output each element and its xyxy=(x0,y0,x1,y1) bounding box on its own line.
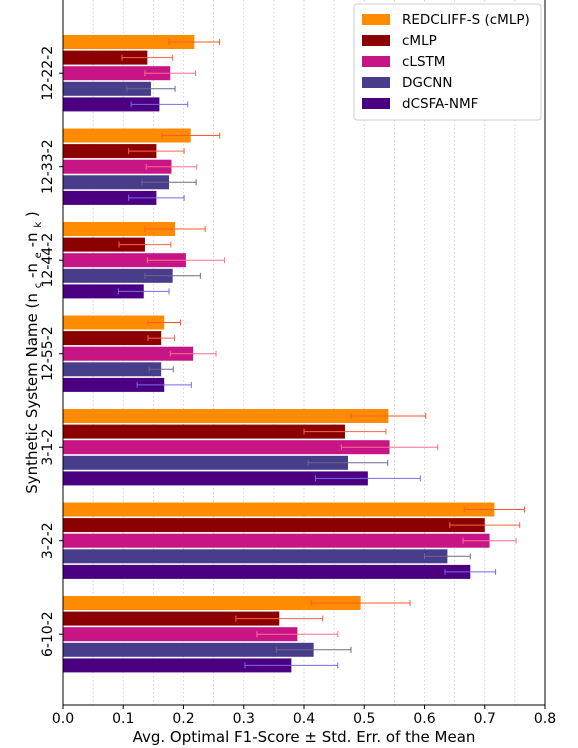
bar xyxy=(63,284,144,299)
x-tick-label: 0.8 xyxy=(534,711,556,727)
y-tick-label: 12-44-2 xyxy=(40,233,56,288)
y-tick-label: 3-2-2 xyxy=(40,522,56,559)
bar xyxy=(63,35,195,49)
x-tick-label: 0.1 xyxy=(112,711,134,727)
bar xyxy=(63,627,298,642)
bar xyxy=(63,66,171,81)
x-tick-label: 0.3 xyxy=(233,711,255,727)
bar xyxy=(63,268,173,283)
bar xyxy=(63,564,471,579)
y-axis-label-part-0: (n xyxy=(23,293,41,308)
y-axis-label-part-4: -n xyxy=(23,232,41,247)
bar xyxy=(63,533,490,548)
y-axis-ticks: 12-22-2 12-33-2 12-44-2 12-55-2 3-1-2 3-2-2 6-… xyxy=(40,46,63,657)
legend-swatch xyxy=(362,14,390,25)
legend-swatch xyxy=(362,77,390,88)
bar xyxy=(63,331,162,346)
error-bars xyxy=(117,39,526,669)
bar xyxy=(63,237,145,252)
x-tick-label: 0.7 xyxy=(474,711,496,727)
legend-swatch xyxy=(362,56,390,67)
bar xyxy=(63,128,191,143)
bar xyxy=(63,346,194,361)
bar xyxy=(63,144,157,159)
bar xyxy=(63,50,148,65)
legend-label: REDCLIFF-S (cMLP) xyxy=(402,12,530,28)
bar xyxy=(63,596,361,610)
bar xyxy=(63,471,368,486)
y-tick-label: 12-55-2 xyxy=(40,326,56,381)
bar xyxy=(63,97,160,112)
legend-label: dCSFA-NMF xyxy=(402,96,478,112)
x-tick-label: 0.6 xyxy=(413,711,435,727)
y-axis-label-part-6: ) xyxy=(23,211,41,217)
y-tick-label: 12-22-2 xyxy=(40,46,56,101)
y-axis-label-sub-1: c xyxy=(33,283,44,289)
legend-box xyxy=(353,3,542,121)
bar xyxy=(63,175,170,190)
bar xyxy=(63,424,345,439)
bar xyxy=(63,315,165,330)
bar xyxy=(63,440,390,455)
bar xyxy=(63,611,280,626)
x-tick-label: 0.0 xyxy=(52,711,74,727)
x-tick-label: 0.2 xyxy=(172,711,194,727)
y-axis-label: Synthetic System Name (n c -n e -n k ) xyxy=(23,211,45,494)
bar xyxy=(63,190,157,205)
x-tick-label: 0.4 xyxy=(293,711,315,727)
x-axis-label: Avg. Optimal F1-Score ± Std. Err. of the… xyxy=(133,728,476,746)
y-tick-label: 12-33-2 xyxy=(40,139,56,194)
y-tick-label: 6-10-2 xyxy=(40,611,56,657)
legend: REDCLIFF-S (cMLP) cMLP cLSTM DGCNN dCSFA-NMF xyxy=(353,3,542,121)
y-axis-label-part-2: -n xyxy=(23,263,41,278)
bar xyxy=(63,658,292,673)
bar xyxy=(63,222,176,236)
legend-label: cLSTM xyxy=(402,54,445,70)
legend-label: cMLP xyxy=(402,33,437,49)
y-axis-label-group: Synthetic System Name (n c -n e -n k ) xyxy=(23,211,45,494)
bar xyxy=(63,642,314,657)
bar xyxy=(63,81,151,96)
legend-swatch xyxy=(362,35,390,46)
y-axis-label-sub-5: k xyxy=(33,222,44,228)
bar xyxy=(63,455,348,470)
bar xyxy=(63,159,172,174)
bar xyxy=(63,549,448,564)
y-axis-label-main: Synthetic System Name xyxy=(23,313,41,494)
x-axis-ticks: 0.0 0.1 0.2 0.3 0.4 0.5 0.6 0.7 0.8 xyxy=(52,705,556,727)
bar xyxy=(63,377,165,392)
legend-label: DGCNN xyxy=(402,75,452,91)
bar xyxy=(63,253,186,268)
bar xyxy=(63,362,162,377)
bar xyxy=(63,518,485,533)
x-tick-label: 0.5 xyxy=(353,711,375,727)
bar xyxy=(63,409,389,423)
bar xyxy=(63,502,495,517)
legend-swatch xyxy=(362,98,390,109)
y-axis-label-sub-3: e xyxy=(33,252,44,258)
bars xyxy=(63,35,495,673)
y-tick-label: 3-1-2 xyxy=(40,429,56,466)
